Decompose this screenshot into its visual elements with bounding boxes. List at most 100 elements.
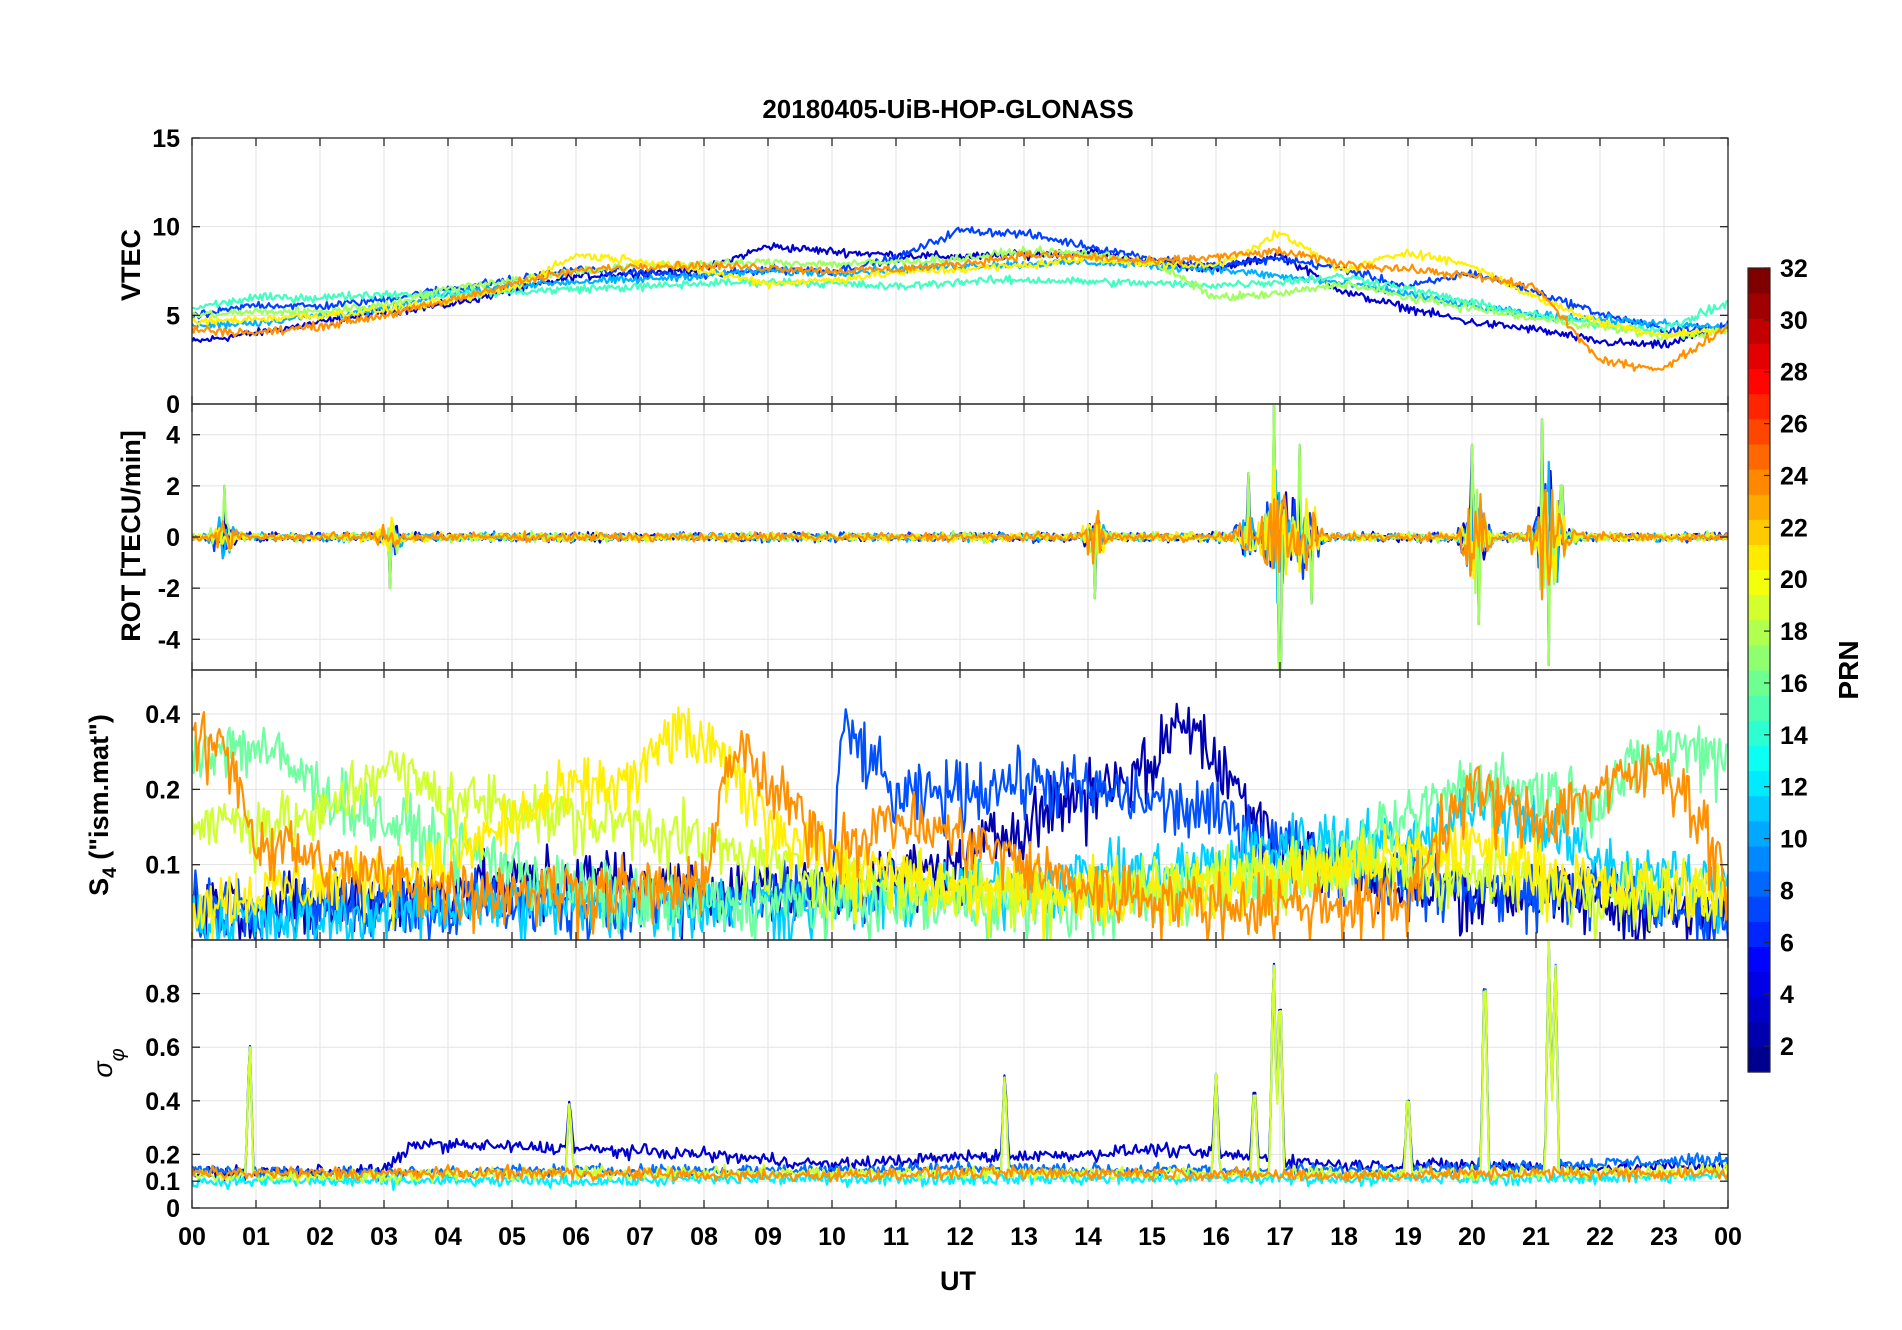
colorbar-tick-label: 6 [1780,929,1794,957]
s4-ylabel-sub: 4 [100,867,121,878]
colorbar-tick-label: 8 [1780,877,1794,905]
x-tick-label: 12 [946,1223,974,1251]
s4-ylabel-group: S4 ("ism.mat") [84,714,121,896]
x-tick-label: 23 [1650,1223,1678,1251]
colorbar-segment [1748,871,1770,897]
series-line-prn-23 [192,246,1728,372]
series-group [192,404,1728,670]
y-tick-label: 0.2 [145,776,180,804]
colorbar-segment [1748,670,1770,696]
colorbar-tick-label: 32 [1780,255,1808,283]
rot-panel: -4 -2 0 2 4 [158,403,1729,671]
colorbar-segment [1748,971,1770,998]
y-tick-label: 0.4 [145,1088,180,1116]
y-tick-label: 0.6 [145,1034,180,1062]
colorbar-tick-label: 2 [1780,1033,1794,1061]
x-tick-label: 21 [1522,1223,1550,1251]
colorbar-segment [1748,619,1770,646]
y-tick-label: 0.2 [145,1141,180,1169]
series-line-prn-20 [192,229,1728,339]
x-tick-label: 14 [1074,1223,1102,1251]
colorbar-segment [1748,770,1770,797]
x-tick-label: 20 [1458,1223,1486,1251]
y-tick-label: -4 [158,626,180,654]
colorbar-tick-label: 14 [1780,722,1808,750]
series-group [192,226,1728,372]
colorbar-tick-label: 26 [1780,411,1808,439]
y-tick-label: 2 [166,473,180,501]
rot-ylabel-group: ROT [TECU/min] [116,430,146,641]
y-tick-label: 0.8 [145,981,180,1009]
ticks [191,137,1729,405]
y-tick-label: 10 [152,214,180,242]
sigma-ylabel: σφ [88,1048,129,1077]
colorbar-tick-label: 24 [1780,462,1808,490]
series-line-prn-14 [192,272,1728,334]
colorbar-tick-label: 18 [1780,618,1808,646]
colorbar-label: PRN [1833,640,1864,699]
x-tick-label: 02 [306,1223,334,1251]
colorbar-segment [1748,695,1770,721]
x-tick-label: 13 [1010,1223,1038,1251]
sigma-ylabel-sub: φ [107,1048,129,1061]
x-tick-label: 03 [370,1223,398,1251]
x-tick-label: 19 [1394,1223,1422,1251]
series-group [192,702,1728,940]
colorbar-segment [1748,795,1770,822]
colorbar-segment [1748,820,1770,847]
y-tick-label: -2 [158,575,180,603]
s4-ylabel-main: S [84,878,114,896]
colorbar-segment [1748,921,1770,947]
colorbar-tick-label: 22 [1780,514,1808,542]
colorbar-tick-label: 28 [1780,359,1808,387]
colorbar-tick-label: 16 [1780,670,1808,698]
ticks [191,670,1729,940]
x-tick-label: 01 [242,1223,270,1251]
colorbar-segment [1748,443,1770,470]
colorbar-segment [1748,368,1770,395]
colorbar-segment [1748,569,1770,596]
series-line-prn-23 [192,488,1728,601]
x-tick-label: 17 [1266,1223,1294,1251]
colorbar-tick-label: 4 [1780,981,1794,1009]
y-tick-label: 0.1 [145,1168,180,1196]
x-tick-label: 22 [1586,1223,1614,1251]
x-tick-label: 06 [562,1223,590,1251]
y-tick-label: 0 [166,391,180,419]
x-tick-label: 18 [1330,1223,1358,1251]
x-tick-label: 08 [690,1223,718,1251]
vtec-ylabel: VTEC [116,229,146,301]
series-line-prn-6 [192,226,1728,335]
y-tick-label: 15 [152,125,180,153]
colorbar-segment [1748,494,1770,520]
colorbar-segment [1748,1046,1770,1073]
colorbar-segment [1748,343,1770,370]
x-tick-label: 11 [883,1223,910,1251]
colorbar-segment [1748,519,1770,545]
ticks [191,404,1729,670]
vtec-panel: 0 5 10 15 [152,125,1729,419]
sigma-ylabel-group: σφ [88,1048,129,1077]
series-group [192,940,1728,1191]
s4-ylabel: S4 ("ism.mat") [84,714,121,896]
rot-ylabel: ROT [TECU/min] [116,430,146,641]
x-tick-label: 07 [626,1223,654,1251]
ticks [191,940,1729,1209]
x-tick-label: 15 [1138,1223,1166,1251]
colorbar-segment [1748,946,1770,973]
colorbar-segment [1748,318,1770,344]
y-tick-label: 0 [166,1195,180,1223]
x-tick-label: 04 [434,1223,462,1251]
colorbar-segment [1748,268,1770,294]
y-tick-label: 0.4 [145,701,180,729]
x-tick-label: 05 [498,1223,526,1251]
vtec-ylabel-group: VTEC [116,229,146,301]
series-line-prn-23 [192,1163,1728,1183]
colorbar-segment [1748,845,1770,872]
series-line-prn-20 [192,706,1728,940]
colorbar-frame [1747,267,1771,1073]
s4-panel: 0.1 0.2 0.4 [145,669,1729,941]
colorbar-segment [1748,418,1770,445]
